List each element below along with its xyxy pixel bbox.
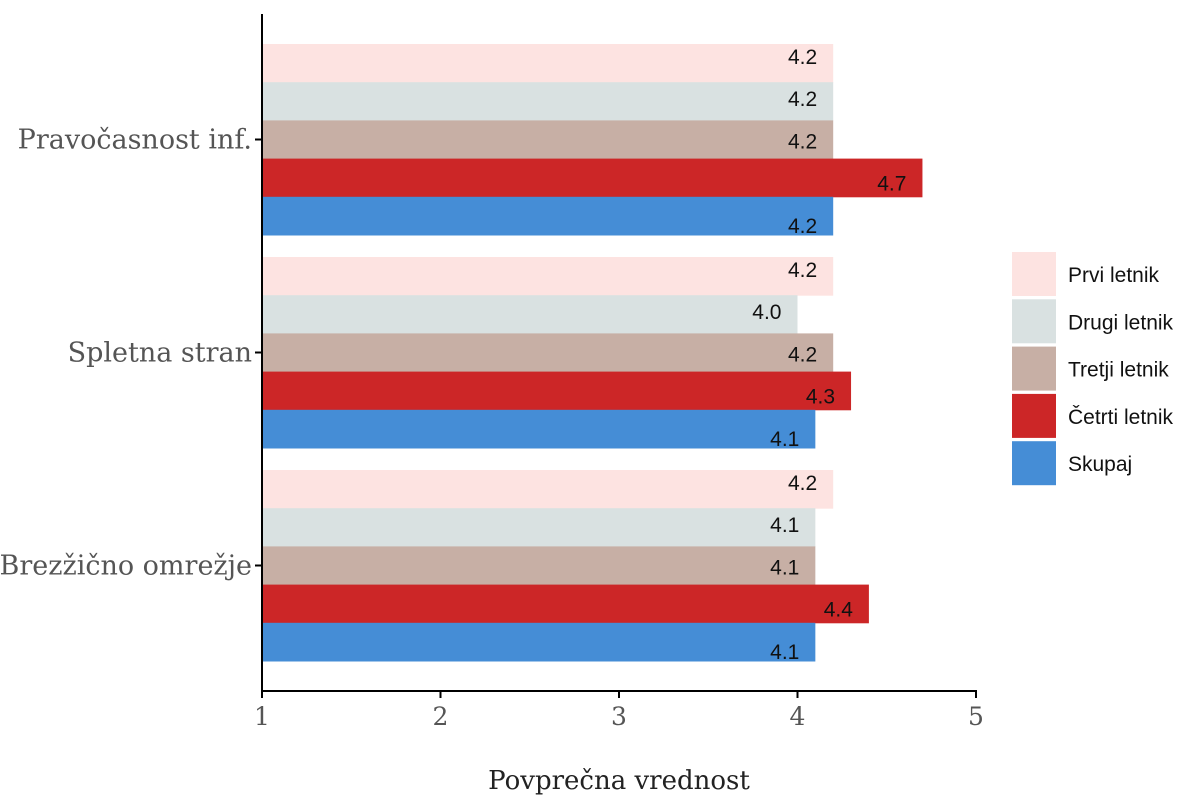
data-label: 4.2 [788, 215, 817, 238]
y-tick-label: Spletna stran [68, 338, 252, 369]
bar [262, 44, 834, 83]
data-labels-group: 4.2 4.2 4.2 4.7 4.2 4.2 4.0 4.2 4.3 4.1 4.2 4.1 4.1 4… [752, 46, 906, 664]
data-label: 4.1 [770, 428, 799, 451]
data-label: 4.2 [788, 88, 817, 111]
y-tick-label: Brezžično omrežje [0, 551, 252, 582]
bar [262, 409, 816, 449]
data-label: 4.2 [788, 259, 817, 282]
category-labels-group: Pravočasnost inf. Spletna stran Brezžično … [0, 125, 262, 582]
data-label: 4.1 [770, 514, 799, 537]
bar [262, 158, 923, 198]
x-tick-label: 5 [968, 702, 984, 731]
legend-key [1012, 441, 1056, 486]
bar [262, 120, 834, 160]
legend-label: Četrti letnik [1068, 406, 1174, 429]
bar [262, 196, 834, 236]
bar [262, 371, 852, 411]
data-label: 4.2 [788, 472, 817, 495]
bar [262, 333, 834, 373]
x-tick-label: 2 [433, 702, 449, 731]
data-label: 4.4 [824, 599, 854, 622]
legend-key [1012, 299, 1056, 344]
data-label: 4.3 [806, 386, 835, 409]
data-label: 4.2 [788, 130, 817, 153]
bar [262, 295, 798, 334]
bar [262, 82, 834, 121]
x-ticks-group: 1 2 3 4 5 [254, 691, 984, 731]
bar [262, 508, 816, 547]
bar [262, 257, 834, 296]
x-axis-title: Povprečna vrednost [488, 766, 750, 796]
legend-label: Prvi letnik [1068, 264, 1160, 287]
legend-key [1012, 252, 1056, 296]
data-label: 4.2 [788, 46, 817, 69]
legend-label: Drugi letnik [1068, 311, 1174, 334]
bars-group [262, 44, 923, 662]
bar [262, 470, 834, 509]
legend: Prvi letnik Drugi letnik Tretji letnik Četr… [1012, 252, 1174, 486]
x-tick-label: 1 [254, 702, 270, 731]
legend-key [1012, 393, 1056, 438]
data-label: 4.7 [877, 173, 906, 196]
legend-label: Skupaj [1068, 453, 1132, 476]
legend-label: Tretji letnik [1068, 359, 1169, 382]
data-label: 4.1 [770, 556, 799, 579]
bar [262, 622, 816, 662]
legend-key [1012, 346, 1056, 391]
bar [262, 584, 869, 624]
y-tick-label: Pravočasnost inf. [18, 125, 252, 156]
data-label: 4.1 [770, 641, 799, 664]
data-label: 4.2 [788, 343, 817, 366]
x-tick-label: 4 [790, 702, 806, 731]
bar [262, 546, 816, 586]
data-label: 4.0 [752, 301, 781, 324]
x-tick-label: 3 [611, 702, 627, 731]
